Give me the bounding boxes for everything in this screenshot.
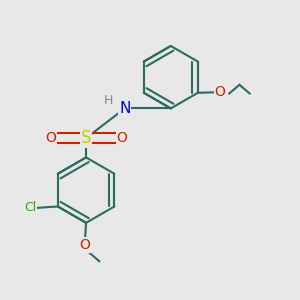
Text: H: H [104, 94, 113, 107]
Text: N: N [119, 101, 130, 116]
Text: O: O [79, 238, 90, 252]
Text: Cl: Cl [24, 202, 36, 214]
Text: O: O [215, 85, 226, 99]
Text: O: O [116, 131, 127, 145]
Text: S: S [81, 129, 91, 147]
Text: O: O [45, 131, 56, 145]
